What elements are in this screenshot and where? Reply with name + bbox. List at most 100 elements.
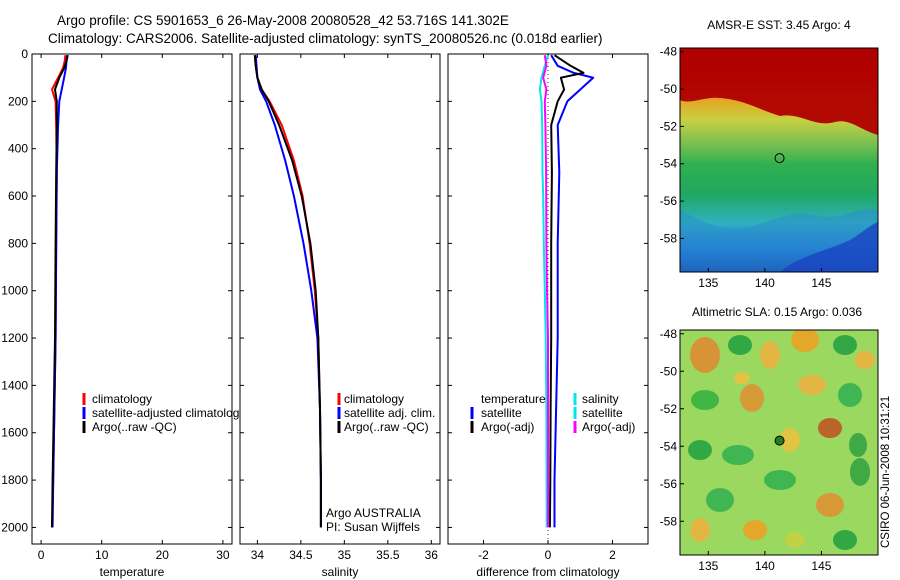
map-x-tick-label: 145 — [811, 276, 831, 290]
sla-blob — [706, 488, 734, 512]
sst-map-panel: AMSR-E SST: 3.45 Argo: 4 135 140 145 -48 -5… — [660, 18, 879, 290]
salinity-legend-label-2: Argo(..raw -QC) — [344, 420, 429, 434]
y-tick-label: 400 — [8, 142, 28, 156]
sla-blob — [833, 530, 857, 550]
y-tick-label: 800 — [8, 236, 28, 250]
map-y-tick-label: -54 — [660, 157, 678, 171]
map-x-tick-label: 145 — [811, 559, 831, 573]
sst-cold-pool — [780, 222, 878, 272]
sla-blob — [816, 493, 844, 517]
sst-map-y-ticks: -48 -50 -52 -54 -56 -58 — [660, 45, 684, 245]
map-y-tick-label: -56 — [660, 194, 678, 208]
difference-legend-label-t0: satellite — [481, 406, 522, 420]
salinity-x-ticks: 34 34.5 35 35.5 36 — [251, 54, 439, 562]
map-x-tick-label: 135 — [698, 559, 718, 573]
x-tick-label: 20 — [156, 548, 170, 562]
difference-panel: -2 0 2 difference from climatology tempera… — [447, 53, 649, 579]
salinity-xlabel: salinity — [322, 565, 359, 579]
x-tick-label: 10 — [95, 548, 109, 562]
y-tick-label: 0 — [21, 47, 28, 61]
series-line-argo-raw-qc- — [51, 54, 69, 528]
x-tick-label: 2 — [609, 548, 616, 562]
salinity-axes-box — [239, 53, 441, 545]
series-line-temperature-argo-adj- — [548, 54, 585, 528]
salinity-panel: 34 34.5 35 35.5 36 salinity climatology sate… — [239, 53, 441, 579]
sst-warm-front — [680, 48, 878, 135]
salinity-legend-label-0: climatology — [344, 392, 404, 406]
sst-map-x-ticks: 135 140 145 — [698, 268, 832, 290]
sla-blob — [818, 418, 842, 438]
x-tick-label: 34.5 — [289, 548, 313, 562]
x-tick-label: 34 — [251, 548, 265, 562]
difference-y-ticks — [448, 53, 648, 528]
sla-blob — [740, 384, 764, 412]
sla-map-panel: Altimetric SLA: 0.15 Argo: 0.036 135 140 1… — [660, 305, 879, 573]
x-tick-label: 0 — [545, 548, 552, 562]
y-tick-label: 600 — [8, 189, 28, 203]
sla-blob — [690, 337, 720, 373]
sla-blob — [764, 470, 796, 490]
series-line-argo-raw-qc- — [253, 55, 322, 528]
sla-map-title: Altimetric SLA: 0.15 Argo: 0.036 — [692, 305, 862, 319]
y-tick-label: 1800 — [1, 473, 28, 487]
temperature-panel: 0 200 400 600 800 1000 1200 1400 1600 1800 2000 0 1… — [1, 47, 245, 579]
series-line-salinity-satellite — [538, 54, 549, 528]
y-tick-label: 1400 — [1, 378, 28, 392]
temperature-legend-label-1: satellite-adjusted climatology — [92, 406, 245, 420]
difference-legend-label-t1: Argo(-adj) — [481, 420, 534, 434]
series-line-temperature-satellite — [550, 54, 595, 528]
sst-map-title: AMSR-E SST: 3.45 Argo: 4 — [707, 18, 851, 32]
temperature-legend-label-2: Argo(..raw -QC) — [92, 420, 177, 434]
sla-blob — [743, 520, 767, 540]
map-y-tick-label: -54 — [660, 439, 678, 453]
difference-legend: temperature satellite Argo(-adj) salinit… — [470, 392, 635, 434]
y-tick-label: 1600 — [1, 426, 28, 440]
sla-blob — [688, 440, 712, 460]
sla-blob — [833, 335, 857, 355]
series-line-salinity-argo-adj- — [542, 55, 549, 528]
x-tick-label: 35.5 — [376, 548, 400, 562]
sla-blob — [760, 341, 780, 369]
salinity-lines — [253, 55, 322, 528]
sst-argo-marker — [774, 153, 785, 164]
temperature-legend: climatology satellite-adjusted climatolo… — [82, 392, 245, 434]
y-tick-label: 1200 — [1, 331, 28, 345]
difference-legend-label-s2: Argo(-adj) — [582, 420, 635, 434]
map-y-tick-label: -48 — [660, 327, 678, 341]
salinity-legend: climatology satellite adj. clim. Argo(..… — [337, 392, 435, 434]
temperature-lines — [51, 54, 69, 528]
difference-lines — [538, 54, 595, 528]
sla-blob — [850, 458, 870, 486]
sst-map-axes-box — [679, 47, 879, 273]
credit-stamp: CSIRO 06-Jun-2008 10:31:21 — [880, 396, 892, 548]
x-tick-label: 0 — [38, 548, 45, 562]
sla-blob — [691, 390, 719, 410]
map-y-tick-label: -52 — [660, 402, 678, 416]
sla-blob — [722, 445, 754, 465]
salinity-annotation-0: Argo AUSTRALIA — [326, 506, 421, 520]
sla-map-y-ticks: -48 -50 -52 -54 -56 -58 — [660, 327, 684, 528]
map-x-tick-label: 140 — [755, 276, 775, 290]
x-tick-label: 36 — [425, 548, 439, 562]
salinity-y-ticks — [240, 53, 440, 528]
map-y-tick-label: -48 — [660, 45, 678, 59]
sla-blob — [798, 375, 826, 395]
map-y-tick-label: -56 — [660, 477, 678, 491]
sla-blob — [734, 372, 750, 384]
y-tick-label: 200 — [8, 94, 28, 108]
difference-legend-label-s1: satellite — [582, 406, 623, 420]
map-y-tick-label: -50 — [660, 364, 678, 378]
map-x-tick-label: 135 — [698, 276, 718, 290]
temperature-y-ticks: 0 200 400 600 800 1000 1200 1400 1600 1800 2000 — [1, 47, 232, 534]
sla-map-x-ticks: 135 140 145 — [698, 551, 832, 573]
sla-blob — [785, 532, 805, 548]
x-tick-label: -2 — [478, 548, 489, 562]
temperature-legend-label-0: climatology — [92, 392, 152, 406]
difference-xlabel: difference from climatology — [476, 565, 619, 579]
salinity-annotation-1: PI: Susan Wijffels — [326, 520, 420, 534]
header-line-2: Climatology: CARS2006. Satellite-adjuste… — [48, 31, 603, 46]
sla-blob — [849, 433, 867, 457]
temperature-axes-box — [31, 53, 233, 545]
x-tick-label: 35 — [338, 548, 352, 562]
